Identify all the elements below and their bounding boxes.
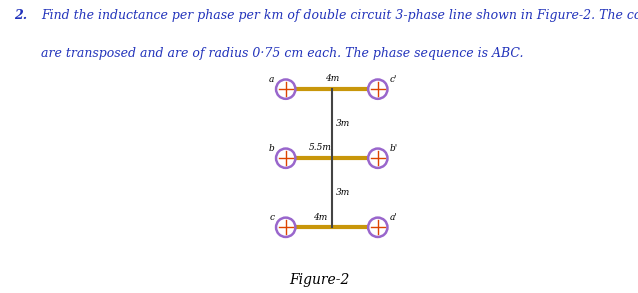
Circle shape [276,218,295,237]
Text: 4m: 4m [325,74,339,84]
Text: 4m: 4m [313,212,327,222]
Text: are transposed and are of radius 0·75 cm each. The phase sequence is ABC.: are transposed and are of radius 0·75 cm… [41,47,524,60]
Circle shape [368,149,387,168]
Text: 2.: 2. [14,9,27,22]
Circle shape [368,218,387,237]
Circle shape [276,149,295,168]
Text: c': c' [389,75,397,84]
Text: b: b [269,144,274,154]
Text: Figure-2: Figure-2 [289,273,349,287]
Text: b': b' [389,144,397,154]
Text: 3m: 3m [336,188,350,197]
Text: a': a' [389,213,397,222]
Text: c: c [269,213,274,222]
Text: 5.5m: 5.5m [309,144,332,152]
Circle shape [368,79,387,99]
Text: 3m: 3m [336,119,350,128]
Text: Find the inductance per phase per km of double circuit 3-phase line shown in Fig: Find the inductance per phase per km of … [41,9,638,22]
Text: a: a [269,75,274,84]
Circle shape [276,79,295,99]
